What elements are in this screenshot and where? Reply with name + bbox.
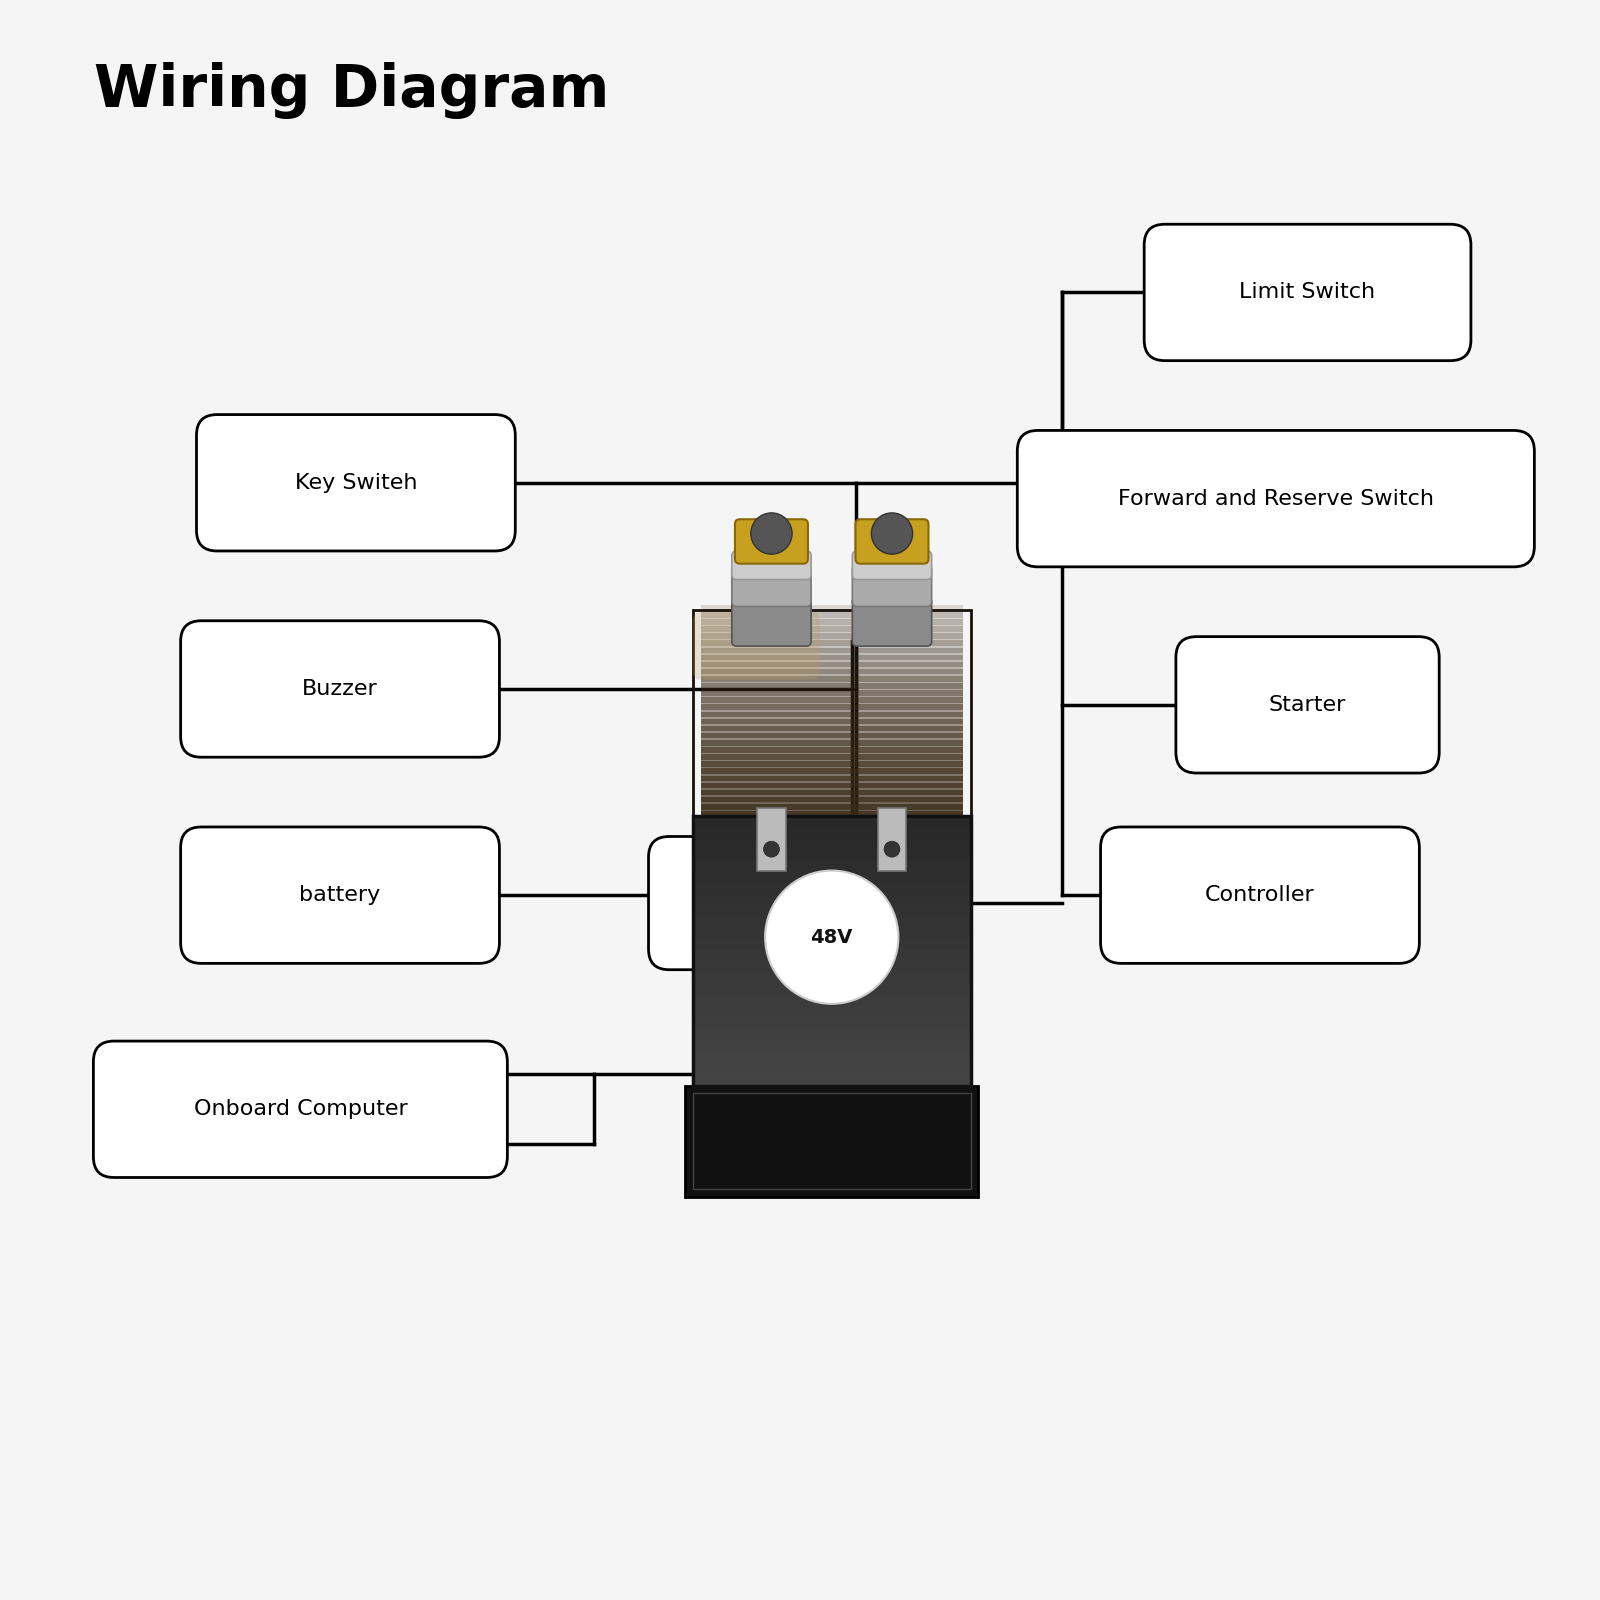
- FancyBboxPatch shape: [701, 754, 963, 766]
- FancyBboxPatch shape: [701, 640, 963, 653]
- FancyBboxPatch shape: [701, 704, 963, 717]
- FancyBboxPatch shape: [693, 917, 971, 928]
- FancyBboxPatch shape: [701, 803, 963, 816]
- FancyBboxPatch shape: [93, 1042, 507, 1178]
- FancyBboxPatch shape: [693, 613, 819, 680]
- FancyBboxPatch shape: [701, 662, 963, 675]
- FancyBboxPatch shape: [1144, 224, 1470, 360]
- FancyBboxPatch shape: [701, 619, 963, 632]
- Text: Buzzer: Buzzer: [302, 678, 378, 699]
- FancyBboxPatch shape: [197, 414, 515, 550]
- FancyBboxPatch shape: [701, 669, 963, 682]
- Circle shape: [750, 514, 792, 554]
- Text: Wiring Diagram: Wiring Diagram: [94, 62, 610, 120]
- FancyBboxPatch shape: [693, 883, 971, 894]
- FancyBboxPatch shape: [757, 808, 786, 872]
- FancyBboxPatch shape: [693, 1029, 971, 1040]
- FancyBboxPatch shape: [693, 861, 971, 872]
- FancyBboxPatch shape: [648, 837, 872, 970]
- FancyBboxPatch shape: [701, 683, 963, 696]
- FancyBboxPatch shape: [701, 613, 963, 624]
- FancyBboxPatch shape: [701, 648, 963, 661]
- FancyBboxPatch shape: [701, 690, 963, 702]
- Circle shape: [763, 842, 779, 858]
- FancyBboxPatch shape: [693, 984, 971, 995]
- FancyBboxPatch shape: [731, 597, 811, 646]
- Circle shape: [885, 842, 899, 858]
- FancyBboxPatch shape: [701, 712, 963, 725]
- FancyBboxPatch shape: [701, 790, 963, 803]
- FancyBboxPatch shape: [701, 747, 963, 760]
- FancyBboxPatch shape: [693, 827, 971, 838]
- FancyBboxPatch shape: [701, 741, 963, 752]
- FancyBboxPatch shape: [701, 762, 963, 774]
- FancyBboxPatch shape: [693, 1040, 971, 1051]
- Text: Starter: Starter: [1269, 694, 1346, 715]
- FancyBboxPatch shape: [181, 621, 499, 757]
- Text: battery: battery: [299, 885, 381, 906]
- FancyBboxPatch shape: [853, 597, 931, 646]
- Text: Onboard Computer: Onboard Computer: [194, 1099, 408, 1120]
- FancyBboxPatch shape: [701, 626, 963, 638]
- FancyBboxPatch shape: [701, 654, 963, 667]
- FancyBboxPatch shape: [693, 1085, 971, 1096]
- FancyBboxPatch shape: [685, 1085, 979, 1197]
- FancyBboxPatch shape: [1176, 637, 1440, 773]
- FancyBboxPatch shape: [701, 605, 963, 618]
- FancyBboxPatch shape: [701, 733, 963, 746]
- Circle shape: [765, 870, 898, 1003]
- Text: Forward and Reserve Switch: Forward and Reserve Switch: [1118, 488, 1434, 509]
- Text: Limit Switch: Limit Switch: [1240, 283, 1376, 302]
- FancyBboxPatch shape: [693, 1051, 971, 1062]
- FancyBboxPatch shape: [1101, 827, 1419, 963]
- FancyBboxPatch shape: [693, 1006, 971, 1018]
- FancyBboxPatch shape: [701, 677, 963, 688]
- FancyBboxPatch shape: [693, 1062, 971, 1074]
- FancyBboxPatch shape: [693, 950, 971, 962]
- FancyBboxPatch shape: [693, 850, 971, 861]
- FancyBboxPatch shape: [693, 939, 971, 950]
- FancyBboxPatch shape: [701, 768, 963, 781]
- FancyBboxPatch shape: [701, 797, 963, 810]
- FancyBboxPatch shape: [731, 565, 811, 606]
- FancyBboxPatch shape: [693, 816, 971, 827]
- FancyBboxPatch shape: [1018, 430, 1534, 566]
- Text: Fuse: Fuse: [734, 893, 786, 914]
- FancyBboxPatch shape: [701, 718, 963, 731]
- FancyBboxPatch shape: [701, 634, 963, 646]
- Circle shape: [872, 514, 912, 554]
- FancyBboxPatch shape: [856, 520, 928, 563]
- FancyBboxPatch shape: [693, 1074, 971, 1085]
- FancyBboxPatch shape: [701, 811, 963, 824]
- FancyBboxPatch shape: [701, 726, 963, 739]
- FancyBboxPatch shape: [731, 550, 811, 579]
- FancyBboxPatch shape: [693, 962, 971, 973]
- FancyBboxPatch shape: [181, 827, 499, 963]
- FancyBboxPatch shape: [701, 776, 963, 789]
- FancyBboxPatch shape: [693, 894, 971, 906]
- FancyBboxPatch shape: [693, 1018, 971, 1029]
- FancyBboxPatch shape: [693, 928, 971, 939]
- FancyBboxPatch shape: [701, 698, 963, 710]
- Text: Controller: Controller: [1205, 885, 1315, 906]
- Text: Key Switeh: Key Switeh: [294, 472, 418, 493]
- Text: 48V: 48V: [811, 928, 853, 947]
- FancyBboxPatch shape: [853, 565, 931, 606]
- FancyBboxPatch shape: [853, 550, 931, 579]
- FancyBboxPatch shape: [693, 995, 971, 1006]
- FancyBboxPatch shape: [693, 906, 971, 917]
- FancyBboxPatch shape: [878, 808, 906, 872]
- FancyBboxPatch shape: [693, 838, 971, 850]
- FancyBboxPatch shape: [693, 973, 971, 984]
- FancyBboxPatch shape: [701, 782, 963, 795]
- FancyBboxPatch shape: [734, 520, 808, 563]
- FancyBboxPatch shape: [693, 872, 971, 883]
